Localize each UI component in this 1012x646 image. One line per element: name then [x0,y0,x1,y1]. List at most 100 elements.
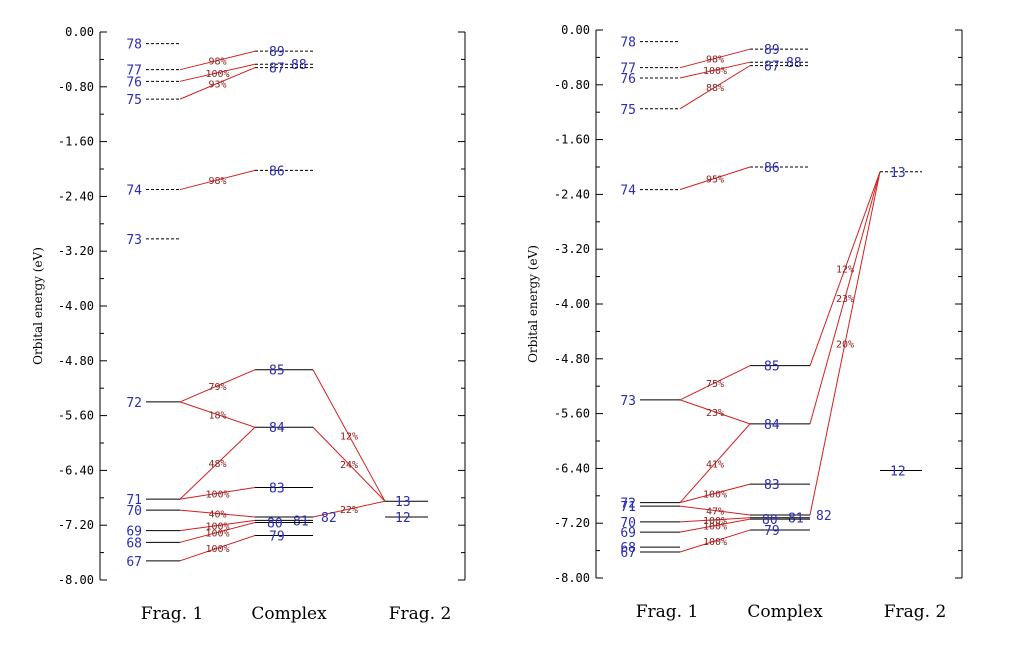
y-tick-label: 0.00 [65,25,94,39]
orbital-level-label: 87 [764,60,780,75]
orbital-level-label: 83 [269,482,285,497]
orbital-level-label: 87 [269,62,285,77]
contribution-percent: 100% [703,516,727,527]
orbital-level-label: 76 [620,72,636,87]
column-label: Frag. 2 [884,602,947,622]
contribution-percent: 20% [836,339,854,350]
correlation-line [312,426,386,502]
contribution-percent: 98% [208,176,226,187]
contribution-percent: 98% [706,54,724,65]
correlation-line [179,487,256,500]
orbital-level-label: 78 [126,38,142,53]
contribution-percent: 100% [703,489,727,500]
orbital-level-label: 89 [269,45,285,60]
correlation-line [179,369,256,403]
y-tick-label: -6.40 [58,463,94,477]
contribution-percent: 95% [706,174,724,185]
orbital-level-label: 73 [126,233,142,248]
orbital-level-label: 69 [620,526,636,541]
contribution-percent: 79% [208,382,226,393]
column-label: Frag. 2 [389,604,452,624]
column-label: Complex [747,602,823,622]
contribution-percent: 100% [205,544,229,555]
contribution-percent: 22% [340,505,358,516]
contribution-percent: 100% [205,528,229,539]
orbital-level-label: 77 [620,62,636,77]
correlation-line [679,483,751,504]
orbital-level-label: 88 [291,58,307,73]
contribution-percent: 23% [836,294,854,305]
y-tick-label: -4.00 [554,297,590,311]
correlation-line [679,166,751,191]
correlation-line [679,529,751,553]
correlation-line [679,399,751,425]
y-tick-label: -3.20 [58,244,94,258]
correlation-line [679,48,751,69]
orbital-level-label: 76 [126,75,142,90]
correlation-line [312,369,386,502]
contribution-percent: 41% [706,459,724,470]
y-tick-label: -7.20 [58,518,94,532]
y-tick-label: -1.60 [554,133,590,147]
y-tick-label: 0.00 [561,23,590,37]
contribution-percent: 12% [836,265,854,276]
orbital-level-label: 82 [816,509,832,524]
y-axis-title: Orbital energy (eV) [31,247,45,365]
correlation-line [179,67,256,100]
orbital-level-label: 80 [267,516,283,531]
orbital-level-label: 80 [762,513,778,528]
orbital-level-label: 83 [764,478,780,493]
orbital-level-label: 78 [620,36,636,51]
contribution-percent: 23% [706,408,724,419]
y-tick-label: -5.60 [58,409,94,423]
correlation-line [179,519,256,532]
orbital-level-label: 13 [395,495,411,510]
orbital-level-label: 79 [764,524,780,539]
contribution-percent: 93% [208,79,226,90]
orbital-level-label: 74 [620,184,636,199]
contribution-percent: 40% [208,510,226,521]
correlation-line [179,50,256,71]
column-label: Frag. 1 [636,602,699,622]
orbital-level-label: 71 [126,493,142,508]
y-tick-label: -2.40 [554,187,590,201]
orbital-level-label: 72 [620,497,636,512]
contribution-percent: 18% [208,411,226,422]
orbital-level-label: 75 [126,93,142,108]
y-tick-label: -4.80 [554,352,590,366]
orbital-level-label: 69 [126,525,142,540]
correlation-line [679,65,751,110]
correlation-line [679,423,751,503]
correlation-line [679,365,751,401]
contribution-percent: 100% [205,489,229,500]
orbital-level-label: 70 [620,516,636,531]
contribution-percent: 24% [340,460,358,471]
contribution-percent: 48% [208,459,226,470]
orbital-level-label: 86 [764,161,780,176]
orbital-level-label: 79 [269,529,285,544]
orbital-level-label: 68 [620,541,636,556]
column-label: Frag. 1 [141,604,204,624]
orbital-level-label: 84 [269,421,285,436]
orbital-level-label: 75 [620,103,636,118]
y-tick-label: -7.20 [554,516,590,530]
orbital-level-label: 68 [126,536,142,551]
y-tick-label: -1.60 [58,135,94,149]
contribution-percent: 75% [706,379,724,390]
correlation-panel-2: 0.00 -0.80 -1.60 -2.40 -3.20 -4.00 -4.80 -5.60 -… [526,23,963,622]
contribution-percent: 47% [706,507,724,518]
correlation-line [809,171,881,366]
correlation-panel-1: 0.00 -0.80 -1.60 -2.40 -3.20 -4.00 -4.80 -5.60 -… [31,25,466,624]
correlation-line [179,535,256,562]
contribution-percent: 100% [703,537,727,548]
correlation-line [809,171,881,425]
y-tick-label: -0.80 [554,78,590,92]
correlation-line [679,517,751,523]
contribution-percent: 98% [208,56,226,67]
orbital-level-label: 84 [764,418,780,433]
orbital-level-label: 77 [126,64,142,79]
orbital-level-label: 13 [890,166,906,181]
correlation-line [679,61,751,79]
correlation-line [679,505,751,516]
